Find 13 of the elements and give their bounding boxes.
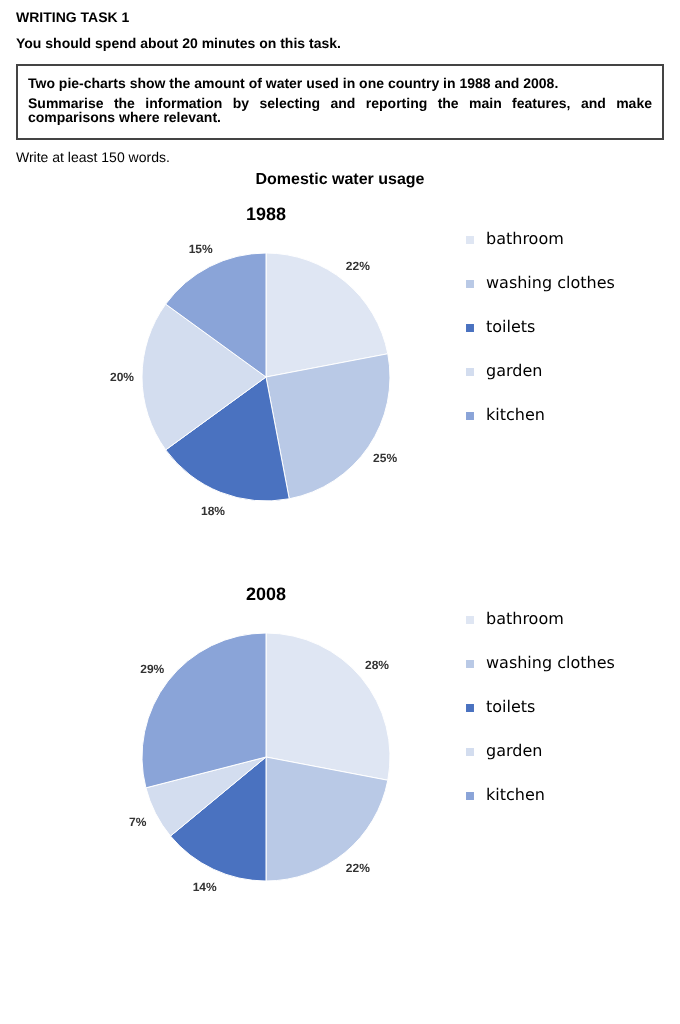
legend-label: washing clothes bbox=[486, 654, 615, 672]
legend-label: toilets bbox=[486, 698, 536, 716]
legend-label: garden bbox=[486, 742, 543, 760]
legend-label: bathroom bbox=[486, 230, 565, 248]
legend-label: bathroom bbox=[486, 610, 565, 628]
legend-label: washing clothes bbox=[486, 274, 615, 292]
legend-label: kitchen bbox=[486, 786, 545, 804]
legend-label: garden bbox=[486, 362, 543, 380]
chart-title: 2008 bbox=[245, 584, 287, 604]
legend-label: kitchen bbox=[486, 406, 545, 424]
chart-title: 1988 bbox=[245, 204, 287, 224]
text: Domestic water usage bbox=[253, 170, 427, 188]
legend-label: toilets bbox=[486, 318, 536, 336]
